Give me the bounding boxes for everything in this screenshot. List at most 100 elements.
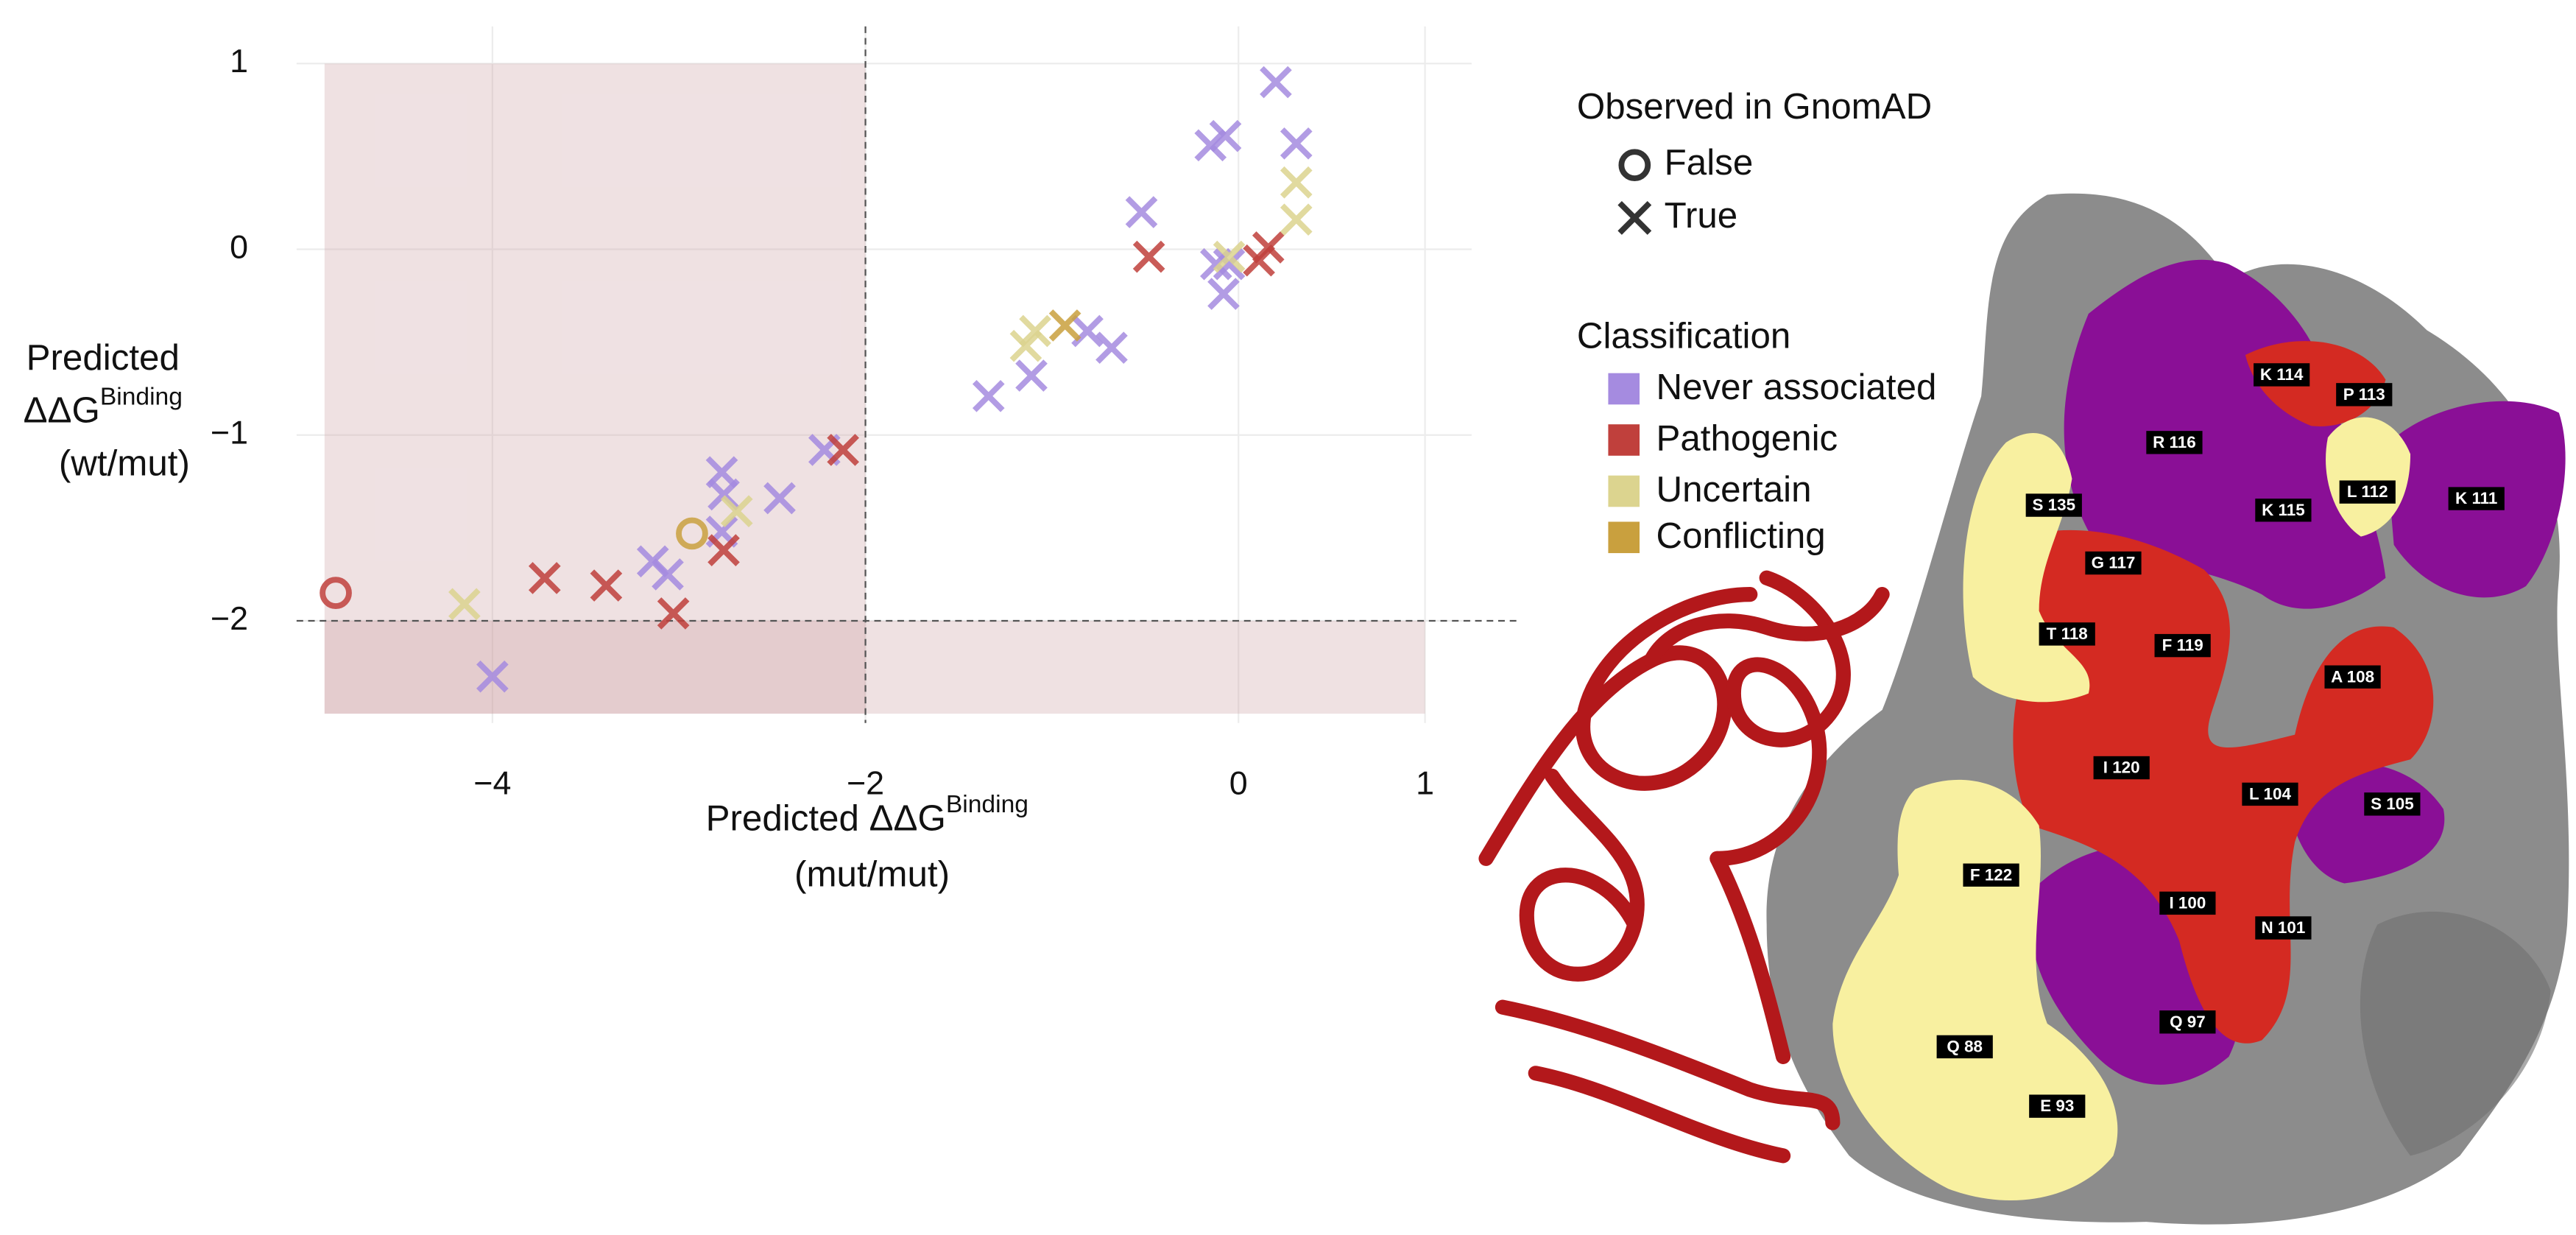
- cross-stroke: [720, 495, 753, 528]
- cross-marker: [1213, 240, 1246, 273]
- cross-marker: [1617, 200, 1652, 235]
- residue-label: L 104: [2249, 784, 2291, 803]
- x-tick-label: 0: [1229, 764, 1248, 802]
- legend-swatch: [1608, 475, 1640, 507]
- cross-stroke: [1280, 127, 1313, 160]
- patch-red: [2013, 529, 2434, 1044]
- residue-label-bg: [2254, 363, 2310, 387]
- cross-marker: [720, 495, 753, 528]
- cross-marker: [1048, 309, 1081, 342]
- cross-stroke: [827, 434, 859, 466]
- residue-label: I 120: [2103, 759, 2140, 777]
- residue-label-bg: [2255, 499, 2312, 522]
- cross-marker: [652, 558, 684, 591]
- circle-marker: [320, 577, 352, 610]
- x-axis-label-sup: Binding: [946, 791, 1028, 818]
- y-axis-label-main: ΔΔG: [24, 390, 100, 431]
- surface-shade: [2360, 911, 2551, 1156]
- x-tick-label: 1: [1416, 764, 1434, 802]
- cross-marker: [827, 434, 859, 466]
- cross-marker: [1280, 166, 1313, 199]
- residue-label-bg: [2255, 916, 2312, 940]
- cross-stroke: [1280, 166, 1313, 199]
- y-axis-label-line3: (wt/mut): [59, 443, 190, 483]
- y-tick-label: −1: [211, 414, 248, 451]
- cross-marker: [1095, 331, 1128, 365]
- legend-label: Uncertain: [1656, 469, 1811, 510]
- cross-stroke: [1015, 359, 1048, 392]
- cross-stroke: [1207, 278, 1240, 310]
- cross-stroke: [1019, 314, 1051, 348]
- residue-label: N 101: [2262, 918, 2306, 937]
- cross-stroke: [1260, 66, 1292, 99]
- residue-label-bg: [2154, 633, 2211, 658]
- residue-label: K 115: [2262, 501, 2305, 519]
- legend-label: False: [1665, 142, 1754, 183]
- residue-label: I 100: [2169, 893, 2206, 912]
- legend-label: Never associated: [1656, 367, 1936, 407]
- residue-label-bg: [2029, 1094, 2086, 1118]
- legend-label: Conflicting: [1656, 516, 1825, 556]
- cross-marker: [763, 482, 796, 515]
- cross-stroke: [707, 534, 740, 566]
- cross-marker: [1125, 196, 1158, 228]
- cross-marker: [1260, 66, 1292, 99]
- circle-marker: [676, 517, 708, 550]
- cross-stroke: [590, 569, 623, 602]
- residue-label-bg: [1936, 1035, 1993, 1059]
- y-axis-label: ΔΔGBinding: [24, 383, 183, 430]
- residue-label: K 114: [2260, 365, 2304, 384]
- cross-stroke: [1280, 203, 1313, 236]
- residue-label-bg: [2242, 782, 2298, 806]
- cross-marker: [476, 660, 509, 693]
- legend-swatch: [1608, 373, 1640, 405]
- cross-marker: [1280, 203, 1313, 236]
- residue-label-bg: [2146, 431, 2203, 454]
- cross-stroke: [1194, 129, 1227, 162]
- cross-stroke: [972, 379, 1005, 412]
- residue-label: T 118: [2047, 624, 2088, 643]
- residue-label-bg: [2339, 480, 2396, 504]
- residue-label: F 122: [1970, 865, 2012, 884]
- cross-stroke: [652, 558, 684, 591]
- legend-label: Pathogenic: [1656, 418, 1838, 459]
- cross-stroke: [1209, 119, 1242, 152]
- residue-label: Q 88: [1947, 1037, 1983, 1055]
- cross-stroke: [763, 482, 796, 515]
- cross-stroke: [476, 660, 509, 693]
- legend-title: Observed in GnomAD: [1577, 86, 1932, 127]
- ribbon: [1478, 570, 1890, 1164]
- residue-label-bg: [2025, 493, 2082, 517]
- cross-marker: [972, 379, 1005, 412]
- cross-stroke: [1132, 240, 1165, 273]
- residue-labels: K 114 P 113 R 116 L 112 K 111 S 135 K 115 G 117…: [1936, 363, 2505, 1118]
- y-tick-label: 1: [230, 42, 248, 80]
- x-axis-label-main: Predicted ΔΔG: [706, 798, 946, 838]
- y-tick-label: −2: [211, 599, 248, 637]
- residue-label-bg: [2093, 756, 2150, 780]
- region: [324, 620, 1425, 714]
- residue-label-bg: [2324, 665, 2381, 689]
- residue-label: F 119: [2162, 636, 2203, 655]
- residue-label: A 108: [2331, 667, 2374, 686]
- legend-swatch: [1608, 424, 1640, 456]
- cross-marker: [707, 534, 740, 566]
- residue-label-bg: [1963, 863, 2019, 887]
- x-tick-label: −4: [473, 764, 511, 802]
- cross-marker: [448, 588, 481, 621]
- residue-label: S 105: [2371, 795, 2414, 813]
- residue-label: L 112: [2347, 482, 2388, 501]
- cross-stroke: [1213, 247, 1246, 281]
- x-axis-label-line2: (mut/mut): [794, 854, 950, 895]
- protein-structure: K 114 P 113 R 116 L 112 K 111 S 135 K 115 G 117…: [1478, 193, 2569, 1225]
- cross-marker: [1207, 278, 1240, 310]
- residue-label: Q 97: [2170, 1013, 2206, 1031]
- cross-marker: [1132, 240, 1165, 273]
- cross-stroke: [448, 588, 481, 621]
- cross-stroke: [657, 597, 690, 630]
- cross-marker: [1009, 329, 1042, 362]
- residue-label-bg: [2039, 622, 2095, 646]
- residue-label: R 116: [2153, 433, 2196, 451]
